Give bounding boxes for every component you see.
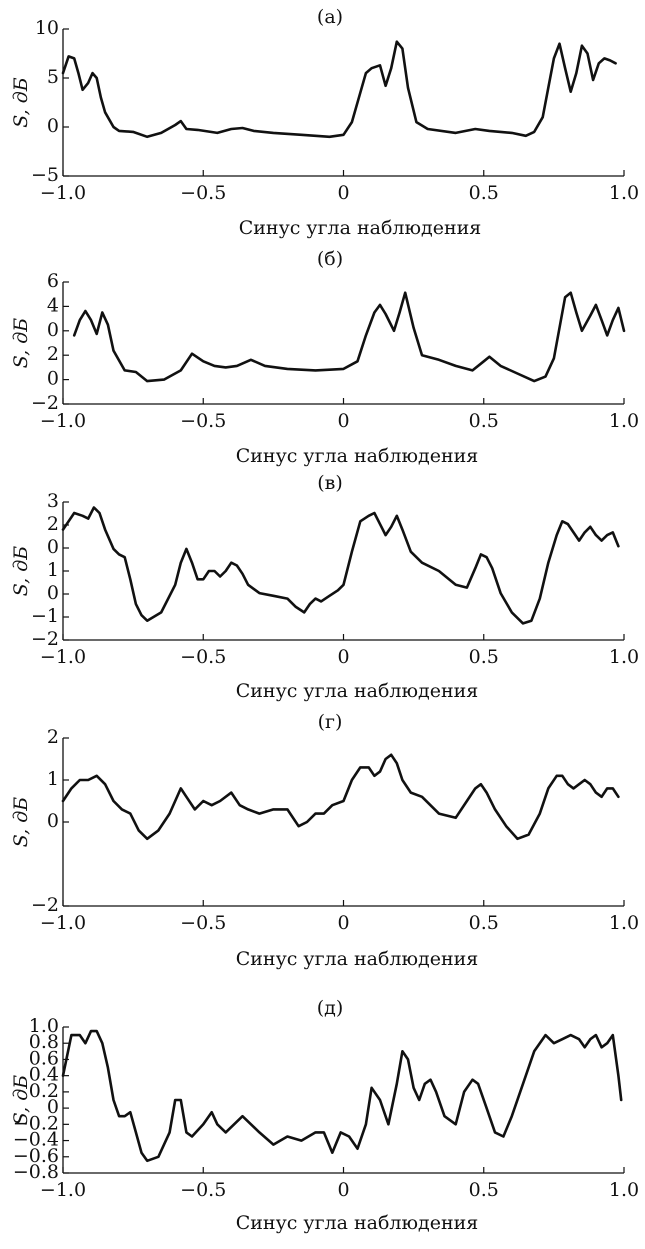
y-tick-label: 1.0 bbox=[29, 1015, 59, 1037]
y-tick-label: −2 bbox=[31, 894, 59, 916]
y-axis-label: S, дБ bbox=[10, 1075, 32, 1125]
x-tick-label: 0 bbox=[337, 1179, 349, 1201]
x-tick-label: 0.5 bbox=[469, 646, 499, 668]
chart-panel-5: (д)−1.0 −0.5 0 0.5 1.0−0.8−0.6−0.4−0.200.20.… bbox=[10, 997, 639, 1234]
x-tick-label: 0 bbox=[337, 646, 349, 668]
y-tick-label: 10 bbox=[35, 17, 59, 39]
y-tick-label: 6 bbox=[47, 270, 59, 292]
y-tick-label: −0.4 bbox=[13, 1129, 59, 1151]
x-tick-label: −0.5 bbox=[180, 912, 226, 934]
x-tick-label: −1.0 bbox=[40, 410, 86, 432]
x-tick-label: −0.5 bbox=[180, 410, 226, 432]
x-tick-label: 0 bbox=[337, 410, 349, 432]
y-tick-label: 4 bbox=[47, 294, 59, 316]
series-line bbox=[61, 40, 617, 139]
y-tick-label: −5 bbox=[31, 164, 59, 186]
x-axis-label: Синус угла наблюдения bbox=[236, 680, 479, 702]
x-tick-label: −0.5 bbox=[180, 646, 226, 668]
x-tick-label: 0.5 bbox=[469, 1179, 499, 1201]
y-tick-label: 0 bbox=[47, 368, 59, 390]
chart-panel-1: (a) −1.0 −0.5 0 0.5 1.0 −5 0 5 10 Синус угла наблю… bbox=[10, 6, 639, 239]
y-axis-label: S, дБ bbox=[10, 77, 32, 127]
y-axis-label: S, дБ bbox=[10, 318, 32, 368]
y-tick-label: 0 bbox=[47, 536, 59, 558]
x-axis-label: Синус угла наблюдения bbox=[236, 1212, 479, 1234]
y-tick-label: −2 bbox=[31, 392, 59, 414]
y-tick-label: 3 bbox=[47, 490, 59, 512]
x-tick-label: 1.0 bbox=[609, 912, 639, 934]
y-tick-label: −0.2 bbox=[13, 1112, 59, 1134]
y-tick-label: 0.4 bbox=[29, 1064, 59, 1086]
y-tick-label: 0 bbox=[47, 582, 59, 604]
x-tick-label: −0.5 bbox=[180, 182, 226, 204]
chart-panel-4: (г) −1.0 −0.5 0 0.5 1.0 −2 0 1 2 Синус угла наблюд… bbox=[10, 711, 639, 970]
y-tick-label: 0.8 bbox=[29, 1031, 59, 1053]
series-line bbox=[61, 1029, 623, 1163]
panel-label: (д) bbox=[317, 997, 344, 1019]
y-tick-label: 1 bbox=[47, 559, 59, 581]
x-tick-label: −1.0 bbox=[40, 912, 86, 934]
x-tick-label: 1.0 bbox=[609, 182, 639, 204]
x-axis-label: Синус угла наблюдения bbox=[239, 217, 482, 239]
panel-label: (б) bbox=[317, 248, 343, 270]
y-tick-label: 1 bbox=[47, 768, 59, 790]
x-tick-label: −1.0 bbox=[40, 1179, 86, 1201]
panel-label: (в) bbox=[317, 472, 343, 494]
x-tick-label: −1.0 bbox=[40, 646, 86, 668]
x-tick-label: 0.5 bbox=[469, 182, 499, 204]
y-tick-label: −2 bbox=[31, 628, 59, 650]
y-tick-label: 0 bbox=[47, 1096, 59, 1118]
x-tick-label: 0 bbox=[337, 182, 349, 204]
y-tick-label: 0.2 bbox=[29, 1080, 59, 1102]
y-tick-label: −1 bbox=[31, 605, 59, 627]
x-tick-label: −0.5 bbox=[180, 1179, 226, 1201]
y-axis-label: S, дБ bbox=[10, 546, 32, 596]
y-tick-label: 2 bbox=[47, 726, 59, 748]
y-tick-label: −0.6 bbox=[13, 1145, 59, 1167]
series-line bbox=[61, 506, 620, 625]
x-tick-label: 1.0 bbox=[609, 1179, 639, 1201]
x-tick-label: 0.5 bbox=[469, 912, 499, 934]
x-tick-label: 0 bbox=[337, 912, 349, 934]
y-tick-label: 0 bbox=[47, 810, 59, 832]
x-tick-label: 1.0 bbox=[609, 410, 639, 432]
x-tick-label: −1.0 bbox=[40, 182, 86, 204]
x-axis-label: Синус угла наблюдения bbox=[236, 948, 479, 970]
panel-label: (г) bbox=[318, 711, 343, 733]
x-tick-label: 1.0 bbox=[609, 646, 639, 668]
y-tick-label: 0 bbox=[47, 115, 59, 137]
y-tick-label: −0.8 bbox=[13, 1161, 59, 1183]
y-tick-label: 2 bbox=[47, 343, 59, 365]
y-tick-label: 2 bbox=[47, 513, 59, 535]
y-tick-label: 0 bbox=[47, 319, 59, 341]
y-tick-label: 0.6 bbox=[29, 1047, 59, 1069]
x-tick-label: 0.5 bbox=[469, 410, 499, 432]
series-line bbox=[72, 291, 626, 383]
series-line bbox=[61, 753, 620, 841]
x-axis-label: Синус угла наблюдения bbox=[236, 445, 479, 467]
y-tick-label: 5 bbox=[47, 66, 59, 88]
y-axis-label: S, дБ bbox=[10, 797, 32, 847]
panel-label: (a) bbox=[317, 6, 343, 28]
